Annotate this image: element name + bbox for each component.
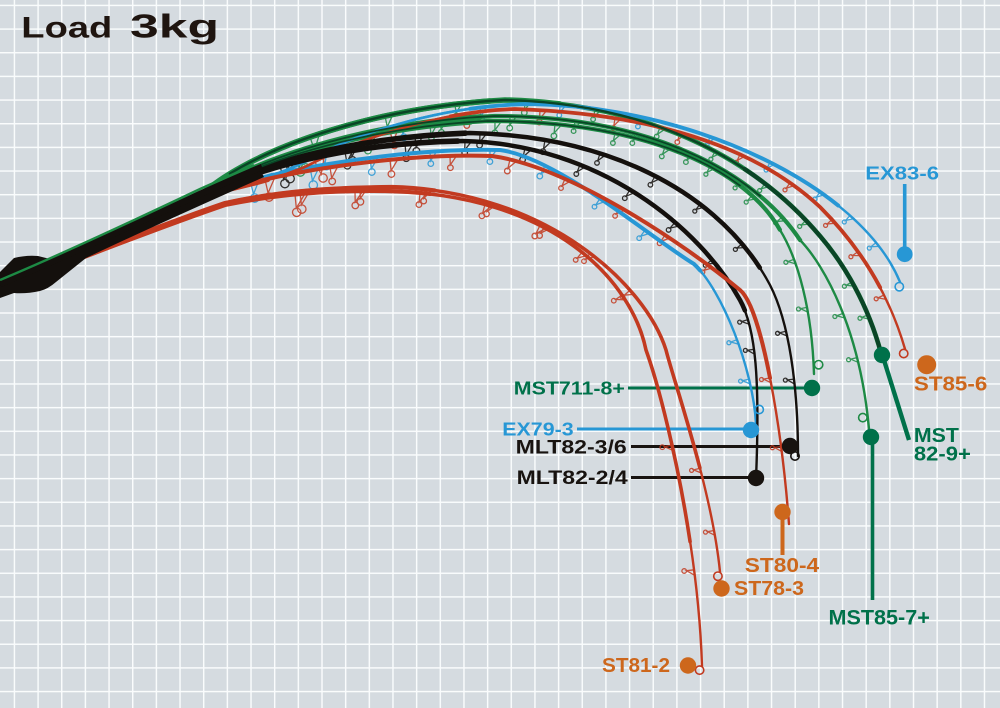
svg-text:EX79-3: EX79-3	[502, 419, 573, 440]
svg-text:3kg: 3kg	[130, 8, 219, 45]
svg-text:MST: MST	[914, 425, 959, 447]
svg-text:ST81-2: ST81-2	[602, 655, 670, 677]
svg-text:Load: Load	[21, 12, 112, 45]
svg-text:ST78-3: ST78-3	[734, 578, 804, 600]
svg-text:ST85-6: ST85-6	[914, 374, 987, 396]
svg-text:MST711-8+: MST711-8+	[514, 378, 625, 399]
svg-text:82-9+: 82-9+	[914, 443, 971, 465]
svg-text:MLT82-3/6: MLT82-3/6	[516, 438, 627, 459]
svg-text:MST85-7+: MST85-7+	[829, 607, 930, 630]
svg-text:MLT82-2/4: MLT82-2/4	[517, 468, 629, 489]
svg-text:ST80-4: ST80-4	[745, 555, 820, 577]
svg-text:EX83-6: EX83-6	[865, 164, 939, 184]
